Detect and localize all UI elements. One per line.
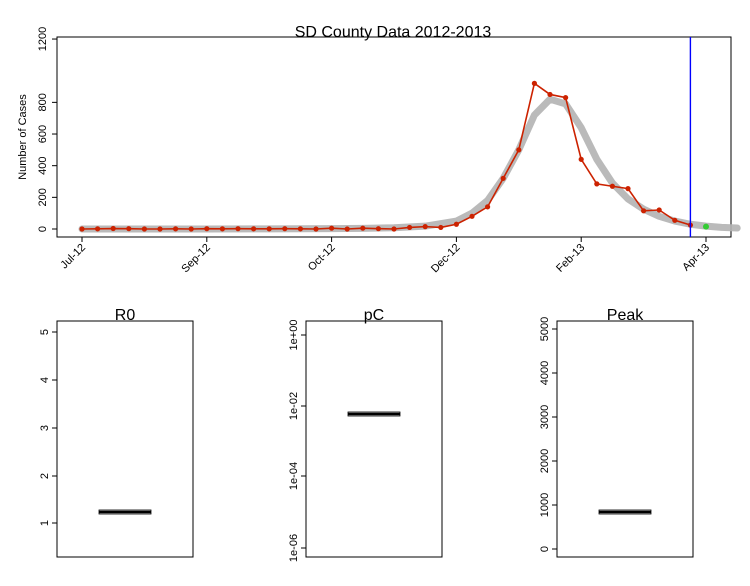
observed-point xyxy=(204,226,210,232)
observed-point xyxy=(625,186,631,192)
observed-point xyxy=(547,91,553,98)
y-tick-label: 1000 xyxy=(539,493,551,517)
r0-axes: 1 2 3 4 5 xyxy=(39,329,152,526)
main-chart: SD County Data 2012-2013 Number of Cases… xyxy=(17,24,741,275)
r0-plot-frame xyxy=(56,320,194,558)
observed-point xyxy=(173,226,179,232)
main-series xyxy=(78,37,741,237)
pc-plot-frame xyxy=(305,320,443,558)
main-plot-frame xyxy=(56,36,732,238)
observed-point xyxy=(578,156,584,162)
observed-point xyxy=(438,224,444,231)
observed-point xyxy=(188,226,194,232)
y-tick-label: 3 xyxy=(39,425,51,431)
peak-plot-frame xyxy=(556,320,694,558)
main-chart-title: SD County Data 2012-2013 xyxy=(295,24,492,41)
observed-point xyxy=(266,226,272,232)
observed-point xyxy=(453,221,459,227)
observed-point xyxy=(594,181,600,187)
y-tick-label: 0 xyxy=(539,546,551,552)
main-y-axis-label: Number of Cases xyxy=(17,94,29,180)
y-tick-label: 2000 xyxy=(539,449,551,473)
observed-point xyxy=(235,226,241,232)
x-tick-label: Oct-12 xyxy=(306,242,338,274)
observed-point xyxy=(126,226,132,232)
y-tick-label: 1e+00 xyxy=(288,320,300,351)
observed-point xyxy=(391,226,397,232)
observed-point xyxy=(500,175,506,181)
y-tick-label: 1e-02 xyxy=(288,392,300,420)
y-tick-label: 400 xyxy=(37,157,49,175)
observed-point xyxy=(110,225,116,232)
y-tick-label: 3000 xyxy=(539,405,551,429)
y-tick-label: 5000 xyxy=(539,317,551,341)
y-tick-label: 1200 xyxy=(37,27,49,51)
pc-panel: pC 1e-06 1e-04 1e-02 1e+00 xyxy=(288,307,443,562)
x-tick-label: Apr-13 xyxy=(680,242,712,274)
observed-point xyxy=(95,226,101,232)
observed-point xyxy=(329,225,335,231)
observed-point xyxy=(344,226,350,232)
observed-point xyxy=(563,95,569,101)
peak-panel: Peak 0 1000 2000 3000 4000 5000 xyxy=(539,307,694,558)
observed-point xyxy=(516,147,522,153)
peak-axes: 0 1000 2000 3000 4000 5000 xyxy=(539,317,652,552)
y-tick-label: 4000 xyxy=(539,361,551,385)
y-tick-label: 0 xyxy=(37,226,49,232)
observed-point xyxy=(422,224,428,230)
observed-point xyxy=(656,207,662,213)
r0-panel: R0 1 2 3 4 5 xyxy=(39,307,194,558)
x-tick-label: Sep-12 xyxy=(179,242,213,276)
observed-point xyxy=(531,80,538,86)
observed-series-line xyxy=(81,82,691,230)
observed-point xyxy=(157,226,163,232)
observed-point xyxy=(375,226,381,232)
y-tick-label: 600 xyxy=(37,125,49,143)
x-tick-label: Dec-12 xyxy=(429,242,463,276)
y-tick-label: 5 xyxy=(39,329,51,335)
y-tick-label: 4 xyxy=(39,377,51,383)
observed-point xyxy=(297,226,303,232)
observed-point xyxy=(251,226,257,232)
observed-point xyxy=(141,226,147,232)
observed-point xyxy=(609,183,616,189)
observed-point xyxy=(407,224,413,231)
observed-point xyxy=(672,217,678,223)
observed-point xyxy=(79,226,85,232)
observed-point xyxy=(485,204,491,210)
y-tick-label: 200 xyxy=(37,188,49,206)
pc-title: pC xyxy=(364,307,384,324)
observed-point xyxy=(360,225,366,231)
forecast-point xyxy=(703,223,709,230)
observed-point xyxy=(641,208,647,214)
model-fit-band xyxy=(78,95,741,233)
observed-point xyxy=(313,226,319,232)
y-tick-label: 2 xyxy=(39,473,51,479)
observed-point xyxy=(282,226,288,232)
y-tick-label: 1e-04 xyxy=(288,462,300,490)
y-tick-label: 800 xyxy=(37,93,49,111)
y-tick-label: 1e-06 xyxy=(288,534,300,562)
r0-title: R0 xyxy=(115,307,136,324)
x-tick-label: Jul-12 xyxy=(58,242,88,272)
observed-point xyxy=(469,213,475,219)
y-tick-label: 1 xyxy=(39,520,51,526)
x-tick-label: Feb-13 xyxy=(554,242,587,275)
peak-title: Peak xyxy=(607,307,644,324)
observed-point xyxy=(219,226,225,232)
pc-axes: 1e-06 1e-04 1e-02 1e+00 xyxy=(288,320,401,562)
main-axes: 0 200 400 600 800 1200 Jul-12 Sep-12 Oct-12 Dec-1… xyxy=(37,27,712,275)
